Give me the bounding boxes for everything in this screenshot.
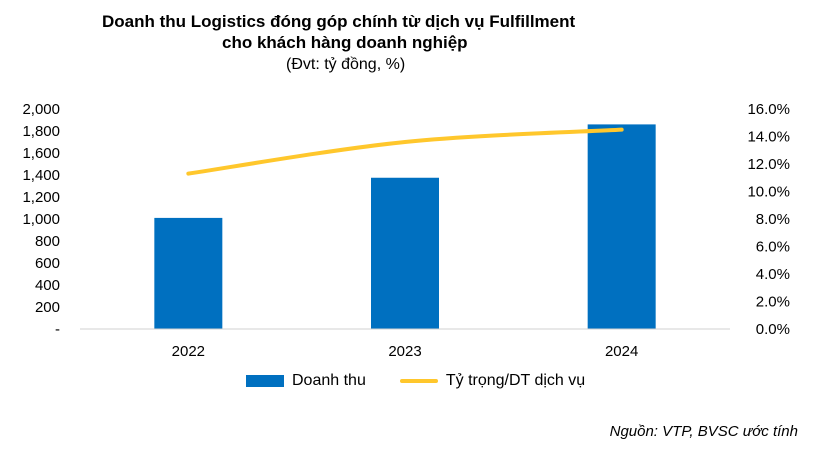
right-axis-ticks: 0.0% 2.0% 4.0% 6.0% 8.0% 10.0% 12.0% 14.0% 16.0% — [747, 101, 790, 338]
revenue-bar — [587, 124, 656, 330]
left-tick-label: 2,000 — [22, 101, 60, 118]
left-tick-label: 400 — [35, 277, 60, 294]
x-axis-labels: 2022 2023 2024 — [172, 343, 639, 360]
left-tick-label: 200 — [35, 299, 60, 316]
left-tick-label: 800 — [35, 233, 60, 250]
x-tick-label: 2022 — [172, 343, 205, 360]
right-tick-label: 2.0% — [756, 294, 790, 311]
right-tick-label: 14.0% — [747, 129, 790, 146]
left-tick-label: 1,400 — [22, 167, 60, 184]
chart-subtitle: cho khách hàng doanh nghiệp — [222, 33, 468, 52]
right-tick-label: 12.0% — [747, 156, 790, 173]
left-tick-label: 1,200 — [22, 189, 60, 206]
left-tick-label: - — [55, 321, 60, 338]
left-tick-label: 1,600 — [22, 145, 60, 162]
right-tick-label: 4.0% — [756, 266, 790, 283]
right-tick-label: 0.0% — [756, 321, 790, 338]
x-tick-label: 2024 — [605, 343, 638, 360]
legend-bar-swatch — [246, 375, 284, 387]
revenue-bar — [154, 217, 223, 329]
bar-series — [154, 124, 656, 330]
right-tick-label: 6.0% — [756, 239, 790, 256]
left-tick-label: 1,800 — [22, 123, 60, 140]
right-tick-label: 16.0% — [747, 101, 790, 118]
legend: Doanh thu Tỷ trọng/DT dịch vụ — [246, 372, 585, 390]
left-tick-label: 1,000 — [22, 211, 60, 228]
right-tick-label: 10.0% — [747, 184, 790, 201]
left-axis-ticks: - 200 400 600 800 1,000 1,200 1,400 1,600 1,800 2,… — [22, 101, 60, 338]
legend-bar-label: Doanh thu — [292, 372, 366, 389]
revenue-bar — [371, 177, 439, 329]
chart-unit-note: (Đvt: tỷ đồng, %) — [286, 56, 406, 73]
left-tick-label: 600 — [35, 255, 60, 272]
legend-line-label: Tỷ trọng/DT dịch vụ — [445, 372, 586, 389]
legend-line-swatch — [399, 379, 438, 383]
chart-title: Doanh thu Logistics đóng góp chính từ dị… — [102, 12, 576, 31]
source-note: Nguồn: VTP, BVSC ước tính — [609, 423, 798, 440]
share-line-series — [186, 127, 624, 176]
right-tick-label: 8.0% — [756, 211, 790, 228]
x-tick-label: 2023 — [388, 343, 421, 360]
